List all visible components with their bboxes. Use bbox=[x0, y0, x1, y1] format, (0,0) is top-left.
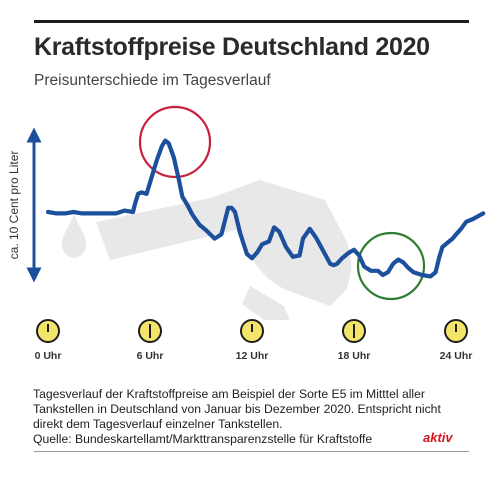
clock-icon bbox=[240, 319, 264, 343]
source-text: Quelle: Bundeskartellamt/Markttransparen… bbox=[33, 432, 373, 446]
series-line-e5-price bbox=[45, 138, 486, 279]
y-axis-label: ca. 10 Cent pro Liter bbox=[7, 151, 21, 260]
price-minimum-circle bbox=[356, 231, 426, 301]
pump-handle-shape bbox=[242, 286, 290, 320]
x-tick-label: 12 Uhr bbox=[236, 350, 269, 362]
x-axis-clock-ticks: 0 Uhr 6 Uhr 12 Uhr 18 Uhr 24 Uhr bbox=[35, 319, 473, 362]
chart-area: ca. 10 Cent pro Liter 0 Uhr 6 Uhr 12 Uhr 18… bbox=[7, 105, 486, 362]
chart-caption: Tagesverlauf der Kraftstoffpreise am Bei… bbox=[33, 387, 473, 447]
x-tick-label: 24 Uhr bbox=[440, 350, 473, 362]
clock-icon bbox=[342, 319, 366, 343]
x-tick-label: 0 Uhr bbox=[35, 350, 62, 362]
brand-logo-aktiv: aktiv bbox=[423, 430, 453, 445]
caption-text: Tagesverlauf der Kraftstoffpreise am Bei… bbox=[33, 387, 441, 431]
fuel-drop-icon bbox=[62, 214, 86, 258]
price-maximum-circle bbox=[138, 105, 212, 179]
clock-icon bbox=[36, 319, 60, 343]
chart-subtitle: Preisunterschiede im Tagesverlauf bbox=[34, 72, 271, 89]
fuel-pump-background-art bbox=[62, 180, 352, 320]
x-tick-label: 18 Uhr bbox=[338, 350, 371, 362]
bottom-rule bbox=[34, 451, 469, 452]
chart-title: Kraftstoffpreise Deutschland 2020 bbox=[34, 33, 430, 61]
pump-nozzle-shape bbox=[96, 180, 352, 306]
clock-icon bbox=[138, 319, 162, 343]
clock-icon bbox=[444, 319, 468, 343]
top-rule bbox=[34, 20, 469, 23]
x-tick-label: 6 Uhr bbox=[137, 350, 164, 362]
